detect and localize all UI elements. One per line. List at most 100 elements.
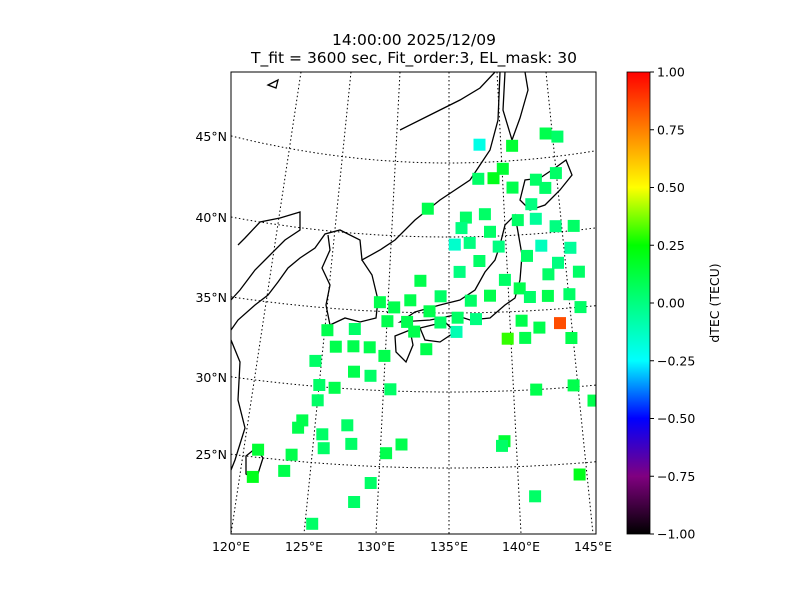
dtec-marker bbox=[535, 239, 548, 252]
dtec-marker bbox=[567, 219, 580, 232]
dtec-marker bbox=[404, 294, 417, 307]
dtec-marker bbox=[513, 282, 526, 295]
dtec-marker bbox=[519, 331, 532, 344]
meridian-140 bbox=[496, 72, 522, 534]
dtec-marker bbox=[421, 202, 434, 215]
colorbar-ticks: 1.00 0.75 0.50 0.25 0.00 −0.25 −0.50 −0.75 −1.00 bbox=[650, 65, 695, 542]
coast-kyushu bbox=[394, 329, 414, 364]
dtec-marker bbox=[525, 198, 538, 211]
dtec-marker bbox=[564, 241, 577, 254]
dtec-marker bbox=[496, 162, 509, 175]
dtec-marker bbox=[539, 127, 552, 140]
dtec-marker bbox=[434, 290, 447, 303]
dtec-marker bbox=[484, 225, 496, 238]
latitude-labels: 45°N 40°N 35°N 30°N 25°N bbox=[195, 129, 227, 462]
dtec-marker bbox=[450, 325, 463, 338]
longitude-labels: 120°E 125°E 130°E 135°E 140°E 145°E bbox=[212, 539, 612, 554]
coast-korea bbox=[321, 234, 379, 326]
dtec-marker bbox=[521, 249, 533, 262]
dtec-marker bbox=[316, 428, 329, 441]
dtec-marker bbox=[373, 296, 386, 309]
meridian-120 bbox=[231, 72, 302, 534]
map-area bbox=[231, 72, 596, 534]
dtec-marker bbox=[348, 496, 361, 508]
dtec-marker bbox=[420, 343, 433, 356]
dtec-marker bbox=[451, 311, 464, 324]
dtec-marker bbox=[380, 447, 393, 460]
lon-label: 130°E bbox=[357, 539, 395, 554]
meridian-130 bbox=[375, 72, 401, 534]
dtec-marker bbox=[347, 340, 360, 353]
lon-label: 140°E bbox=[502, 539, 540, 554]
dtec-marker bbox=[541, 289, 554, 302]
dtec-marker bbox=[563, 288, 576, 301]
colorbar-tick-label: −0.25 bbox=[657, 353, 695, 368]
dtec-marker bbox=[455, 222, 468, 235]
dtec-marker bbox=[501, 332, 514, 345]
dtec-markers bbox=[246, 127, 596, 530]
dtec-marker bbox=[549, 167, 562, 180]
coast-island bbox=[266, 78, 279, 89]
dtec-marker bbox=[523, 291, 536, 303]
dtec-marker bbox=[533, 321, 546, 334]
dtec-marker bbox=[423, 305, 436, 318]
dtec-marker bbox=[515, 314, 528, 327]
dtec-marker bbox=[246, 470, 259, 483]
dtec-marker bbox=[309, 354, 322, 367]
meridian-145 bbox=[545, 72, 594, 534]
colorbar-tick-label: 0.00 bbox=[657, 296, 685, 311]
dtec-marker bbox=[573, 468, 586, 481]
map-frame bbox=[230, 71, 597, 535]
lat-label: 30°N bbox=[195, 370, 227, 385]
coast-asia bbox=[231, 72, 501, 471]
dtec-marker bbox=[317, 442, 330, 455]
dtec-marker bbox=[487, 172, 500, 185]
plot-title-time: 14:00:00 2025/12/09 bbox=[332, 31, 496, 49]
dtec-marker bbox=[506, 139, 519, 152]
dtec-marker bbox=[434, 316, 447, 329]
dtec-marker bbox=[363, 341, 376, 354]
dtec-marker bbox=[567, 379, 580, 392]
colorbar-tick-label: −0.75 bbox=[657, 469, 695, 484]
colorbar bbox=[626, 71, 651, 535]
dtec-marker bbox=[296, 414, 309, 427]
dtec-marker bbox=[278, 464, 291, 477]
colorbar-tick-label: 1.00 bbox=[657, 65, 685, 80]
dtec-marker bbox=[511, 214, 524, 227]
dtec-marker bbox=[408, 325, 421, 338]
plot-title-params: T_fit = 3600 sec, Fit_order:3, EL_mask: … bbox=[251, 49, 577, 67]
dtec-marker bbox=[328, 381, 341, 394]
dtec-marker bbox=[472, 172, 485, 185]
lon-label: 135°E bbox=[430, 539, 468, 554]
colorbar-tick-label: −0.50 bbox=[657, 411, 695, 426]
dtec-marker bbox=[364, 369, 377, 382]
dtec-marker bbox=[484, 289, 496, 302]
dtec-marker bbox=[285, 448, 298, 461]
dtec-marker bbox=[529, 173, 542, 186]
dtec-marker bbox=[470, 313, 482, 326]
dtec-marker bbox=[364, 477, 377, 489]
dtec-marker bbox=[529, 490, 542, 503]
dtec-marker bbox=[252, 443, 265, 456]
colorbar-tick-label: −1.00 bbox=[657, 527, 695, 542]
lat-label: 45°N bbox=[195, 129, 227, 144]
dtec-marker bbox=[345, 437, 358, 450]
parallel-45 bbox=[231, 135, 596, 164]
dtec-marker bbox=[551, 130, 564, 143]
dtec-marker bbox=[348, 365, 360, 378]
dtec-marker bbox=[498, 273, 511, 286]
parallel-40 bbox=[231, 216, 596, 238]
lon-label: 145°E bbox=[574, 539, 612, 554]
coast-sakhalin bbox=[502, 72, 529, 143]
dtec-marker bbox=[313, 379, 326, 391]
dtec-marker bbox=[401, 315, 414, 328]
dtec-marker bbox=[448, 238, 461, 251]
parallel-25 bbox=[231, 453, 596, 469]
colorbar-tick-label: 0.50 bbox=[657, 180, 685, 195]
dtec-marker bbox=[496, 439, 508, 452]
dtec-marker bbox=[348, 323, 361, 335]
dtec-marker bbox=[306, 517, 319, 530]
dtec-marker bbox=[574, 301, 587, 314]
dtec-marker bbox=[329, 340, 342, 353]
